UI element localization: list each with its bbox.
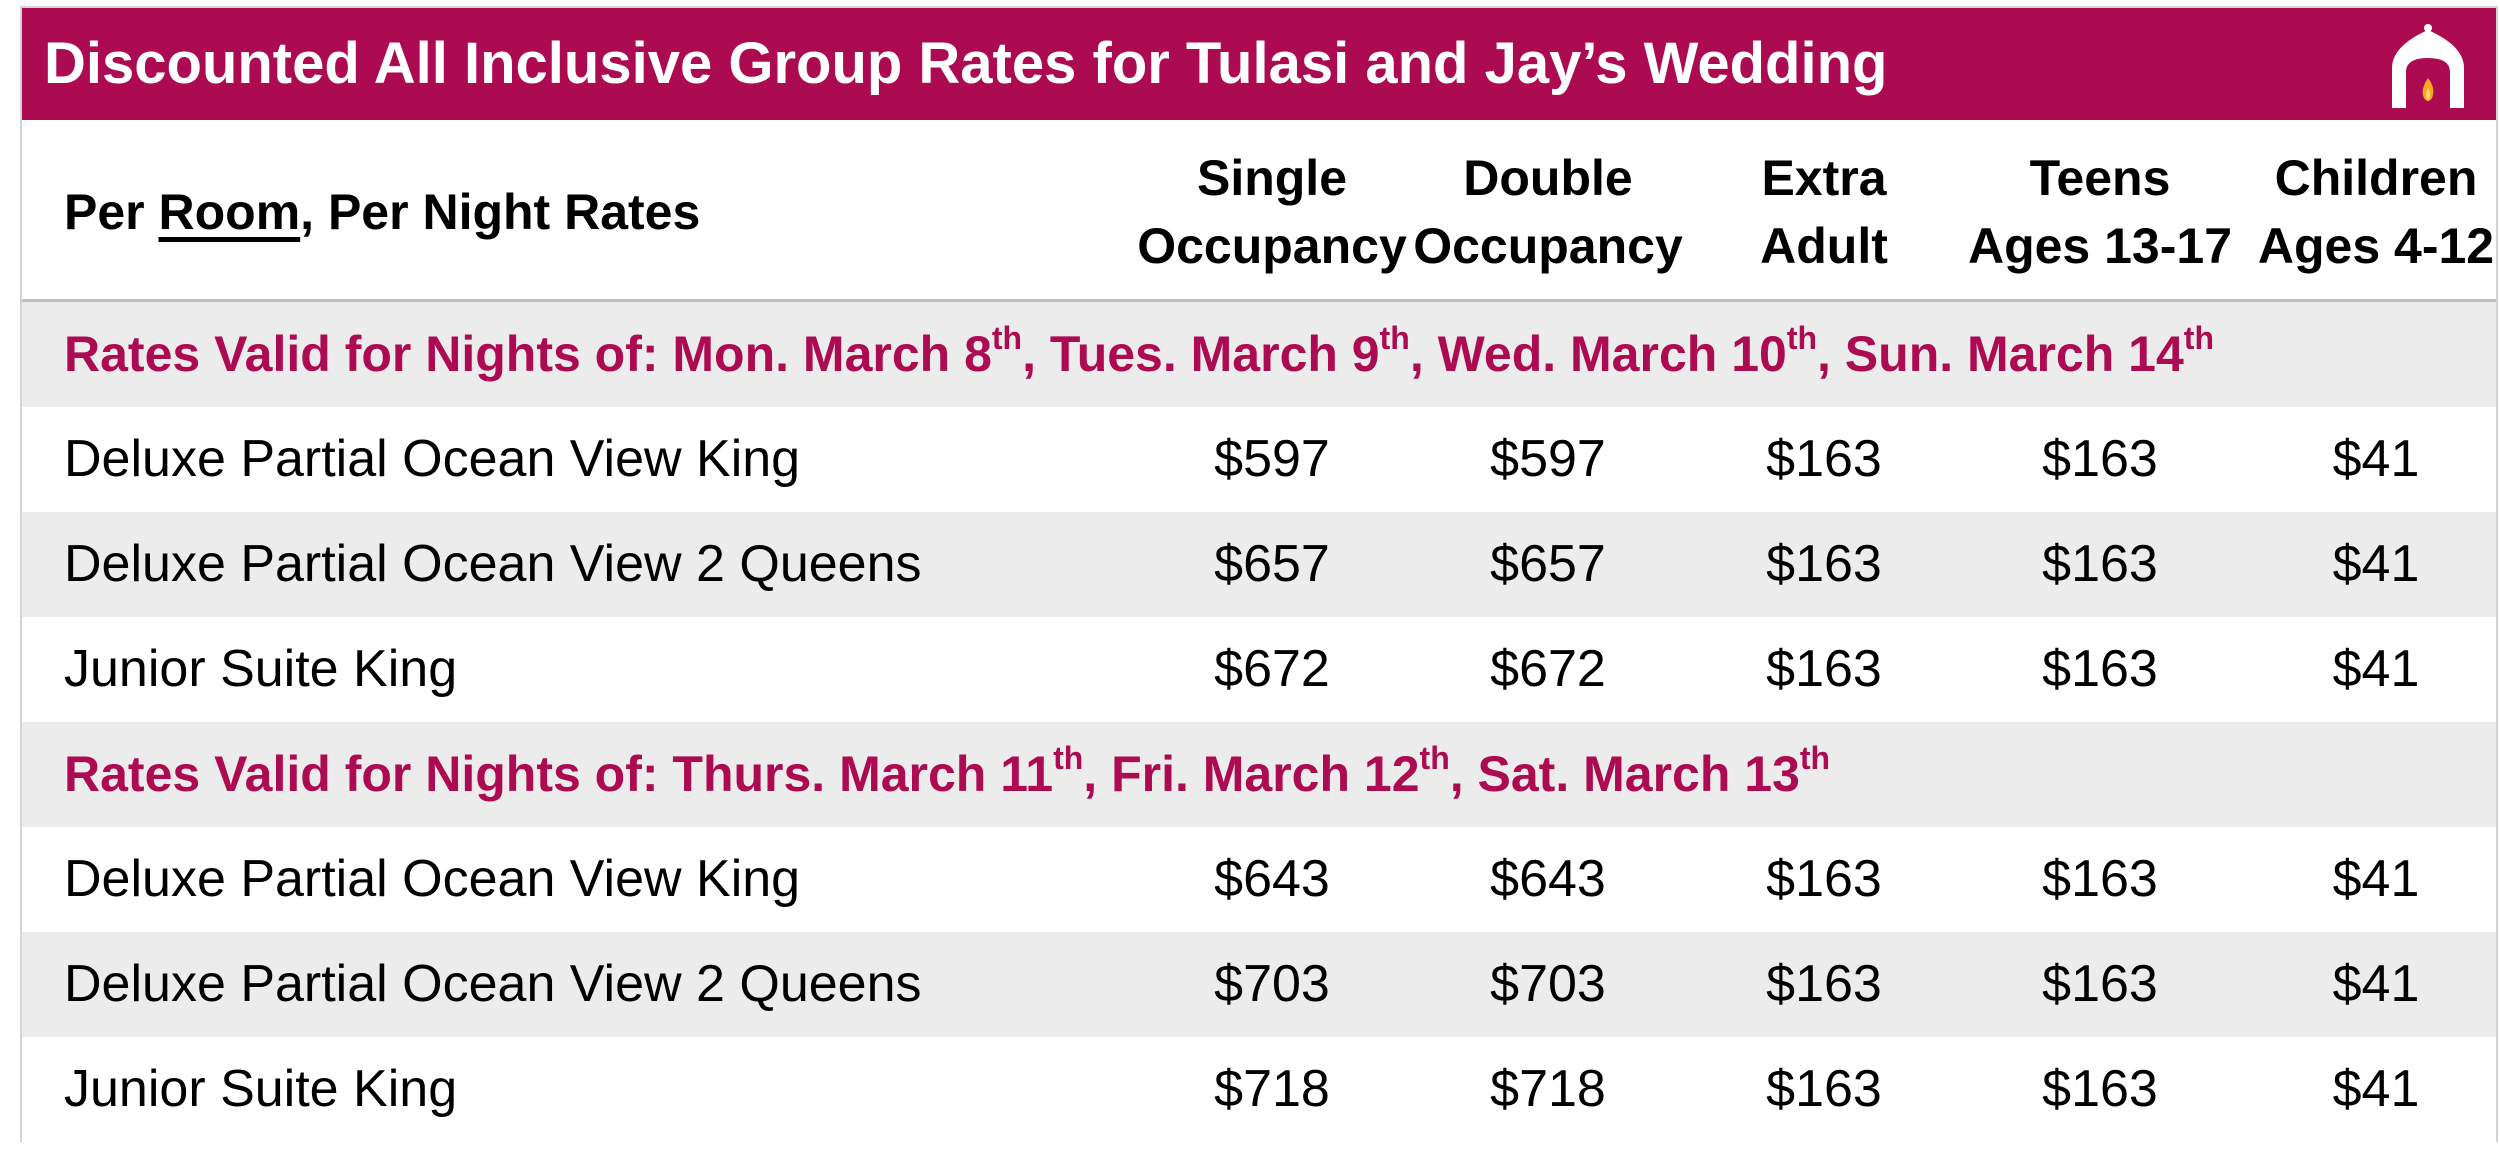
arch-flame-logo-icon	[2392, 24, 2464, 108]
table-row: Deluxe Partial Ocean View King $597 $597 $1…	[22, 407, 2496, 512]
column-header-double: Double Occupancy	[1413, 150, 1683, 274]
rate-cell: $643	[1490, 850, 1606, 908]
rate-cell: $672	[1214, 640, 1330, 698]
rate-cell: $163	[1766, 850, 1882, 908]
room-type-label: Junior Suite King	[64, 640, 458, 698]
title-banner: Discounted All Inclusive Group Rates for…	[22, 8, 2496, 120]
table-row: Junior Suite King $718 $718 $163 $163 $41	[22, 1037, 2496, 1142]
rates-table: Discounted All Inclusive Group Rates for…	[20, 6, 2498, 1142]
room-type-label: Deluxe Partial Ocean View King	[64, 430, 801, 488]
column-header-teens: Teens Ages 13-17	[1967, 150, 2233, 274]
rate-cell: $163	[2042, 430, 2158, 488]
table-header: Per Room, Per Night Rates Single Occupanc…	[22, 120, 2496, 302]
rate-cell: $163	[1766, 1060, 1882, 1118]
rate-cell: $657	[1490, 535, 1606, 593]
table-row: Deluxe Partial Ocean View 2 Queens $657 $6…	[22, 512, 2496, 617]
table-row: Junior Suite King $672 $672 $163 $163 $41	[22, 617, 2496, 722]
rate-cell: $672	[1490, 640, 1606, 698]
section-title: Rates Valid for Nights of: Mon. March 8t…	[64, 320, 2214, 382]
rate-cell: $703	[1214, 955, 1330, 1013]
table-row: Deluxe Partial Ocean View King $643 $643 $1…	[22, 827, 2496, 932]
room-type-label: Deluxe Partial Ocean View 2 Queens	[64, 955, 922, 1013]
column-header-extra-adult: Extra Adult	[1760, 150, 1888, 274]
rate-cell: $703	[1490, 955, 1606, 1013]
rate-cell: $41	[2332, 430, 2420, 488]
rates-basis-label: Per Room, Per Night Rates	[64, 184, 701, 240]
rate-cell: $657	[1214, 535, 1330, 593]
section-header-row: Rates Valid for Nights of: Mon. March 8t…	[22, 302, 2496, 407]
room-type-label: Deluxe Partial Ocean View King	[64, 850, 801, 908]
table-row: Deluxe Partial Ocean View 2 Queens $703 $7…	[22, 932, 2496, 1037]
column-header-children: Children Ages 4-12	[2257, 150, 2495, 274]
rate-cell: $163	[1766, 535, 1882, 593]
rate-cell: $163	[1766, 955, 1882, 1013]
rate-cell: $643	[1214, 850, 1330, 908]
rate-cell: $163	[2042, 535, 2158, 593]
rate-cell: $41	[2332, 1060, 2420, 1118]
rate-cell: $163	[1766, 640, 1882, 698]
rate-cell: $597	[1214, 430, 1330, 488]
section-header-row: Rates Valid for Nights of: Thurs. March …	[22, 722, 2496, 827]
rate-cell: $718	[1490, 1060, 1606, 1118]
column-header-single: Single Occupancy	[1137, 150, 1407, 274]
rate-cell: $163	[1766, 430, 1882, 488]
section-title: Rates Valid for Nights of: Thurs. March …	[64, 740, 1831, 802]
rate-cell: $41	[2332, 535, 2420, 593]
room-type-label: Deluxe Partial Ocean View 2 Queens	[64, 535, 922, 593]
rate-cell: $163	[2042, 1060, 2158, 1118]
rate-cell: $597	[1490, 430, 1606, 488]
rate-cell: $163	[2042, 955, 2158, 1013]
rate-cell: $163	[2042, 640, 2158, 698]
rate-cell: $163	[2042, 850, 2158, 908]
rate-cell: $41	[2332, 955, 2420, 1013]
rate-cell: $41	[2332, 640, 2420, 698]
page-title: Discounted All Inclusive Group Rates for…	[44, 31, 1888, 96]
rate-cell: $718	[1214, 1060, 1330, 1118]
room-type-label: Junior Suite King	[64, 1060, 458, 1118]
rate-cell: $41	[2332, 850, 2420, 908]
